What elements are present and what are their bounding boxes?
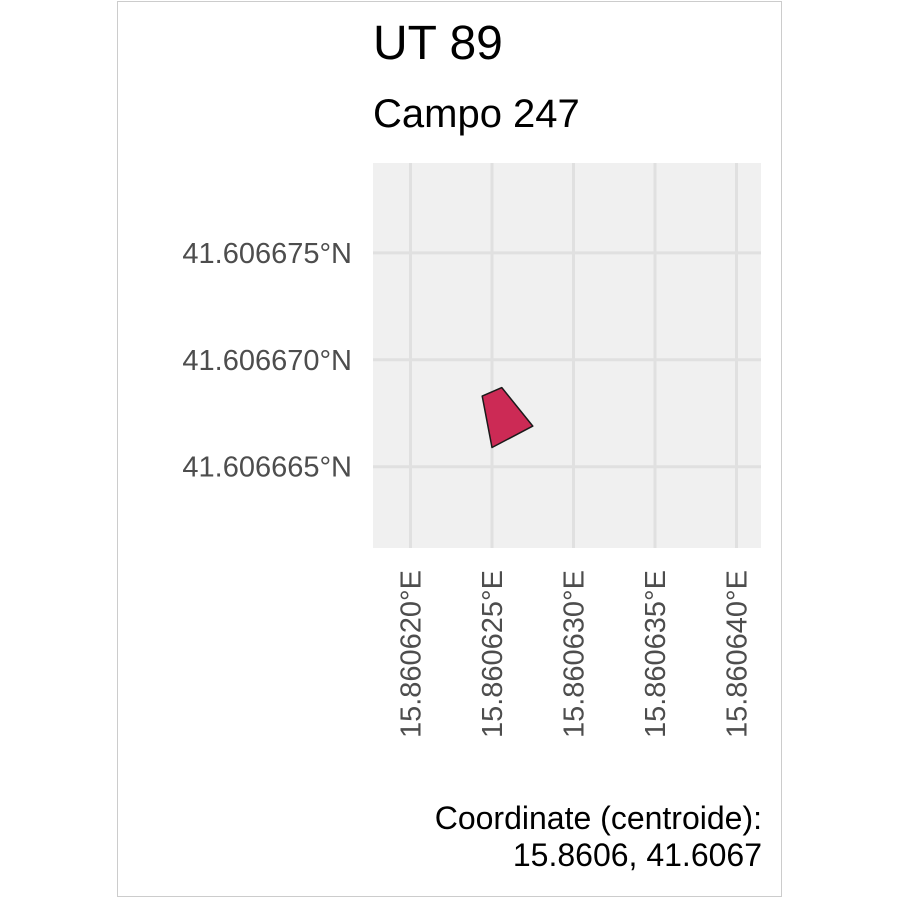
x-tick-label-3: 15.860635°E: [640, 570, 672, 738]
x-tick-label-2: 15.860630°E: [559, 570, 591, 738]
map-title: UT 89: [373, 17, 503, 70]
caption-line-1: Coordinate (centroide):: [434, 800, 762, 836]
x-tick-label-4: 15.860640°E: [722, 570, 754, 738]
x-axis-tick-labels: 15.860620°E 15.860625°E 15.860630°E 15.8606…: [395, 570, 753, 738]
horizontal-gridlines: [373, 251, 761, 469]
map-panel-background: [373, 163, 761, 548]
y-tick-label-1: 41.606670°N: [182, 345, 352, 377]
caption-line-2: 15.8606, 41.6067: [512, 836, 762, 873]
centroid-caption: Coordinate (centroide): 15.8606, 41.6067: [435, 800, 762, 874]
y-tick-label-2: 41.606675°N: [182, 238, 352, 270]
map-subtitle: Campo 247: [373, 92, 580, 136]
y-axis-tick-labels: 41.606665°N 41.606670°N 41.606675°N: [182, 238, 352, 484]
parcel-polygon[interactable]: [481, 386, 534, 449]
y-tick-label-0: 41.606665°N: [182, 452, 352, 484]
x-tick-label-0: 15.860620°E: [395, 570, 427, 738]
x-tick-label-1: 15.860625°E: [477, 570, 509, 738]
vertical-gridlines: [408, 163, 739, 548]
